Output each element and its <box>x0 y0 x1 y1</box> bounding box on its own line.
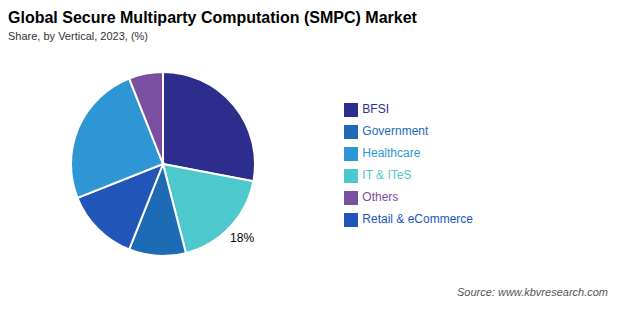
html-text:Share, by Vertical, 2023, (%): Share, by Vertical, 2023, (%) <box>8 30 148 42</box>
html-text:Government: Government <box>362 124 429 138</box>
html-text:Source: www.kbvresearch.com: Source: www.kbvresearch.com <box>457 286 608 298</box>
html-text:BFSI: BFSI <box>362 102 389 116</box>
html-text:IT & ITeS: IT & ITeS <box>362 168 412 182</box>
html-text:Retail & eCommerce: Retail & eCommerce <box>362 212 473 226</box>
svg-text:18%: 18% <box>230 231 254 245</box>
html-text:Global Secure Multiparty Compu: Global Secure Multiparty Computation (SM… <box>8 9 417 26</box>
html-text:Others: Others <box>362 190 399 204</box>
html-text:Healthcare: Healthcare <box>362 146 421 160</box>
